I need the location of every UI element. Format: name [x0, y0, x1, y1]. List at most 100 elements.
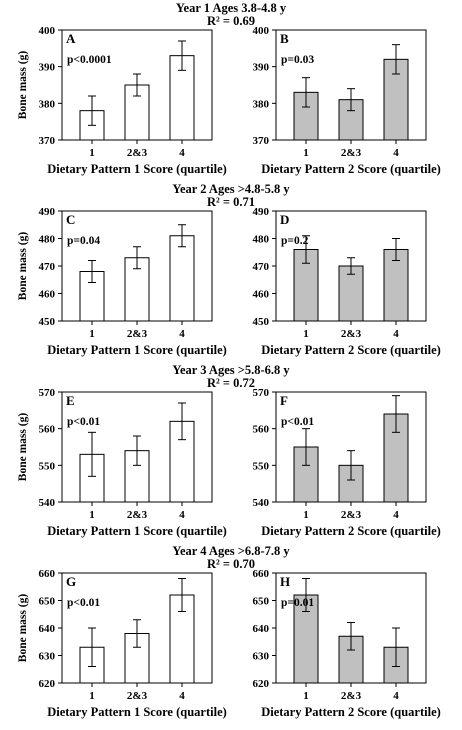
y-tick-label: 380 [39, 98, 56, 110]
x-tick-label: 2&3 [341, 328, 362, 340]
plot-frame [61, 391, 213, 503]
year-title: Year 2 Ages >4.8-5.8 y [172, 182, 290, 196]
x-tick-label: 2&3 [127, 328, 148, 340]
x-tick-label: 1 [89, 690, 95, 702]
plot-frame [61, 29, 213, 141]
panel-letter: E [66, 393, 75, 408]
plot-frame [275, 29, 427, 141]
y-tick-label: 560 [253, 424, 270, 436]
x-tick-label: 2&3 [341, 147, 362, 159]
y-tick-label: 660 [253, 568, 270, 580]
x-tick-label: 1 [89, 147, 95, 159]
y-tick-label: 650 [39, 596, 56, 608]
year-title: Year 3 Ages >5.8-6.8 y [172, 363, 290, 377]
y-tick-label: 460 [39, 289, 56, 301]
x-tick-label: 2&3 [341, 690, 362, 702]
x-axis-label: Dietary Pattern 2 Score (quartile) [261, 343, 441, 357]
x-tick-label: 4 [393, 509, 399, 521]
y-tick-label: 620 [253, 678, 270, 690]
bar [338, 265, 364, 322]
y-tick-label: 570 [39, 387, 56, 399]
y-tick-label: 490 [253, 206, 270, 218]
x-tick-label: 1 [303, 690, 309, 702]
x-tick-label: 2&3 [127, 509, 148, 521]
r-squared-label: R² = 0.70 [207, 557, 255, 571]
p-value-label: p=0.01 [281, 597, 314, 609]
x-axis-label: Dietary Pattern 1 Score (quartile) [47, 705, 227, 719]
y-tick-label: 480 [39, 234, 56, 246]
y-tick-label: 640 [39, 623, 56, 635]
y-tick-label: 640 [253, 623, 270, 635]
x-tick-label: 4 [393, 147, 399, 159]
x-axis-label: Dietary Pattern 2 Score (quartile) [261, 524, 441, 538]
y-tick-label: 630 [253, 651, 270, 663]
y-tick-label: 450 [39, 316, 56, 328]
x-axis-label: Dietary Pattern 1 Score (quartile) [47, 524, 227, 538]
y-tick-label: 550 [253, 460, 270, 472]
y-tick-label: 460 [253, 289, 270, 301]
x-tick-label: 4 [179, 690, 185, 702]
y-tick-label: 370 [253, 135, 270, 147]
y-axis-label: Bone mass (g) [17, 51, 29, 120]
p-value-label: p=0.2 [281, 235, 309, 247]
y-tick-label: 390 [253, 62, 270, 74]
year-title: Year 4 Ages >6.8-7.8 y [172, 544, 290, 558]
y-tick-label: 390 [39, 62, 56, 74]
y-tick-label: 660 [39, 568, 56, 580]
x-tick-label: 2&3 [127, 147, 148, 159]
x-tick-label: 4 [179, 509, 185, 521]
p-value-label: p<0.0001 [67, 54, 112, 66]
x-tick-label: 4 [393, 690, 399, 702]
r-squared-label: R² = 0.72 [207, 376, 255, 390]
x-tick-label: 2&3 [341, 509, 362, 521]
y-axis-label: Bone mass (g) [17, 594, 29, 663]
y-tick-label: 380 [253, 98, 270, 110]
y-tick-label: 480 [253, 234, 270, 246]
y-tick-label: 400 [39, 25, 56, 37]
year-title: Year 1 Ages 3.8-4.8 y [176, 1, 287, 15]
x-tick-label: 2&3 [127, 690, 148, 702]
p-value-label: p=0.03 [281, 54, 314, 66]
x-tick-label: 4 [393, 328, 399, 340]
x-axis-label: Dietary Pattern 2 Score (quartile) [261, 162, 441, 176]
y-tick-label: 550 [39, 460, 56, 472]
panel-letter: H [280, 574, 290, 589]
p-value-label: p=0.04 [67, 235, 100, 247]
y-tick-label: 560 [39, 424, 56, 436]
x-axis-label: Dietary Pattern 2 Score (quartile) [261, 705, 441, 719]
x-tick-label: 1 [303, 509, 309, 521]
y-tick-label: 490 [39, 206, 56, 218]
x-tick-label: 1 [303, 147, 309, 159]
x-tick-label: 1 [89, 509, 95, 521]
x-tick-label: 4 [179, 147, 185, 159]
y-tick-label: 540 [39, 497, 56, 509]
x-axis-label: Dietary Pattern 1 Score (quartile) [47, 162, 227, 176]
y-tick-label: 450 [253, 316, 270, 328]
y-tick-label: 570 [253, 387, 270, 399]
y-tick-label: 650 [253, 596, 270, 608]
panel-letter: B [280, 31, 289, 46]
x-tick-label: 1 [89, 328, 95, 340]
r-squared-label: R² = 0.71 [207, 195, 255, 209]
y-axis-label: Bone mass (g) [17, 232, 29, 301]
y-tick-label: 400 [253, 25, 270, 37]
panel-letter: G [66, 574, 76, 589]
p-value-label: p<0.01 [67, 597, 100, 609]
plot-frame [275, 391, 427, 503]
p-value-label: p<0.01 [281, 416, 314, 428]
y-tick-label: 470 [39, 261, 56, 273]
r-squared-label: R² = 0.69 [207, 14, 255, 28]
panel-letter: C [66, 212, 75, 227]
y-tick-label: 540 [253, 497, 270, 509]
y-tick-label: 470 [253, 261, 270, 273]
x-tick-label: 1 [303, 328, 309, 340]
y-axis-label: Bone mass (g) [17, 413, 29, 482]
y-tick-label: 630 [39, 651, 56, 663]
panel-letter: F [280, 393, 288, 408]
x-axis-label: Dietary Pattern 1 Score (quartile) [47, 343, 227, 357]
panel-letter: D [280, 212, 289, 227]
p-value-label: p<0.01 [67, 416, 100, 428]
y-tick-label: 620 [39, 678, 56, 690]
y-tick-label: 370 [39, 135, 56, 147]
